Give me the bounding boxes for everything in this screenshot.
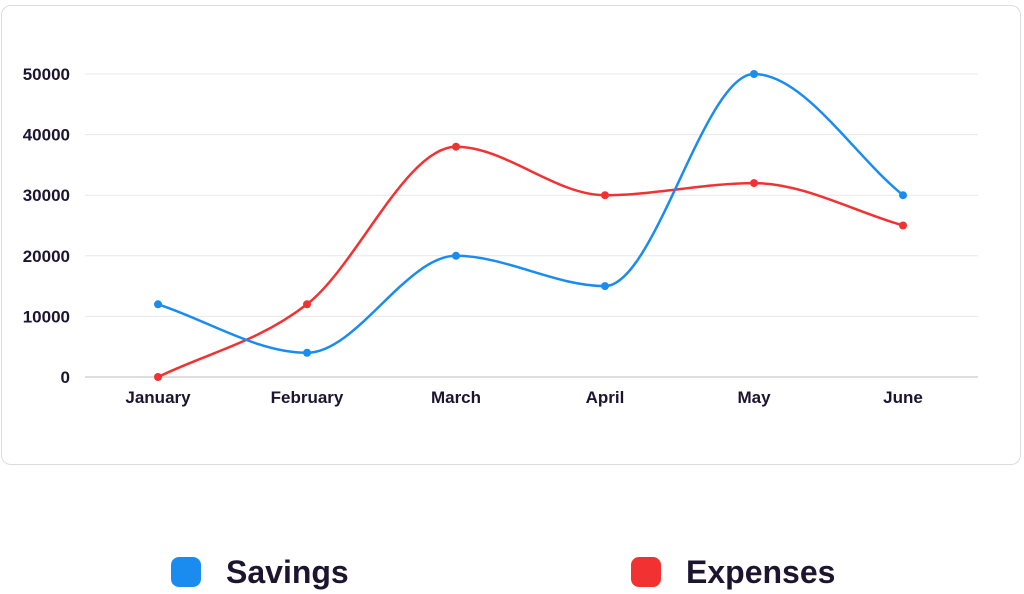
- x-tick-label: February: [271, 388, 344, 407]
- x-axis: January February March April May June: [125, 388, 922, 407]
- savings-point[interactable]: [601, 282, 609, 291]
- savings-line: [157, 72, 904, 355]
- legend-item-expenses[interactable]: Expenses: [631, 552, 835, 592]
- savings-swatch: [171, 557, 201, 587]
- y-axis: 0 10000 20000 30000 40000 50000: [23, 65, 70, 387]
- expenses-point[interactable]: [154, 373, 162, 381]
- y-tick-label: 30000: [23, 186, 70, 205]
- savings-point[interactable]: [452, 251, 460, 260]
- expenses-point[interactable]: [899, 221, 907, 230]
- y-tick-label: 40000: [23, 126, 70, 145]
- legend-label-expenses: Expenses: [686, 553, 836, 590]
- savings-point[interactable]: [303, 348, 311, 357]
- expenses-swatch: [631, 557, 661, 587]
- chart-card: [1, 5, 1021, 465]
- y-tick-label: 0: [61, 368, 70, 387]
- expenses-line: [157, 145, 904, 379]
- x-tick-label: March: [431, 388, 481, 407]
- y-tick-label: 50000: [23, 65, 70, 84]
- x-tick-label: June: [883, 388, 923, 407]
- y-tick-label: 20000: [23, 247, 70, 266]
- expenses-point[interactable]: [601, 191, 609, 200]
- savings-point[interactable]: [750, 70, 758, 78]
- savings-point[interactable]: [154, 300, 162, 309]
- gridlines: [85, 73, 978, 378]
- y-tick-label: 10000: [23, 307, 70, 326]
- legend-label-savings: Savings: [226, 553, 349, 590]
- series-expenses: [154, 142, 907, 381]
- x-tick-label: January: [125, 388, 191, 407]
- x-tick-label: April: [586, 388, 625, 407]
- expenses-point[interactable]: [750, 179, 758, 188]
- expenses-point[interactable]: [452, 142, 460, 151]
- expenses-point[interactable]: [303, 300, 311, 309]
- line-chart: 0 10000 20000 30000 40000 50000 January Februa…: [23, 65, 978, 407]
- savings-point[interactable]: [899, 191, 907, 200]
- x-tick-label: May: [737, 388, 771, 407]
- series-savings: [154, 70, 907, 357]
- legend-item-savings[interactable]: Savings: [171, 552, 349, 592]
- series-group: [154, 70, 907, 381]
